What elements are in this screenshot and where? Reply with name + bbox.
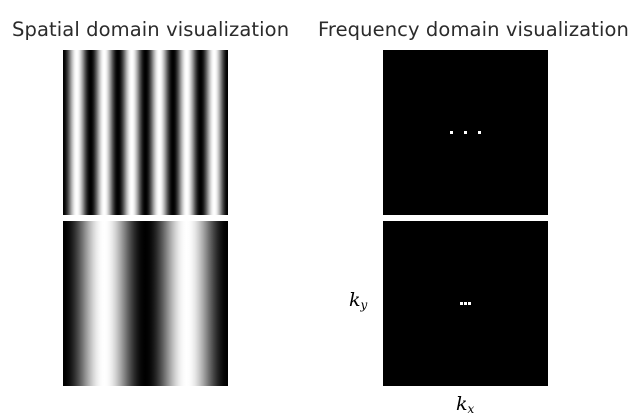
spectrum-peak-dc: [464, 302, 467, 305]
spatial-domain-title: Spatial domain visualization: [12, 18, 290, 41]
spectrum-peak-negative: [460, 302, 463, 305]
ky-axis-label: ky: [349, 289, 368, 312]
frequency-spectrum-high: [383, 50, 548, 215]
spatial-low-frequency-grating: [63, 221, 228, 386]
spectrum-peak-positive: [478, 131, 481, 134]
frequency-spectrum-low: [383, 221, 548, 386]
spectrum-peak-dc: [464, 131, 467, 134]
spatial-high-frequency-grating: [63, 50, 228, 215]
spectrum-peak-negative: [450, 131, 453, 134]
frequency-domain-title: Frequency domain visualization: [318, 18, 629, 41]
spectrum-peak-positive: [468, 302, 471, 305]
kx-axis-label: kx: [456, 393, 475, 416]
